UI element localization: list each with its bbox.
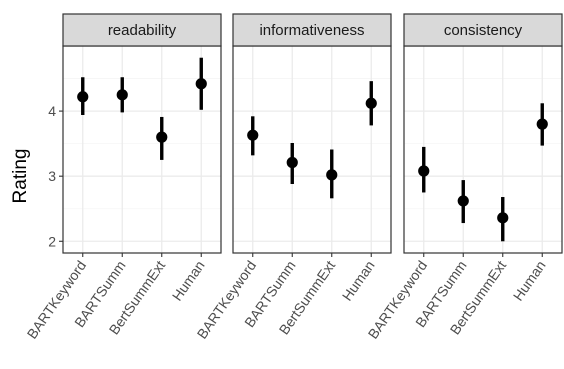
strip-label: consistency bbox=[444, 22, 523, 39]
point-BertSummExt bbox=[497, 212, 509, 224]
strip-background bbox=[232, 13, 392, 47]
point-BARTSumm bbox=[457, 195, 469, 207]
x-tick-label-Human: Human bbox=[169, 258, 208, 304]
strip-label: readability bbox=[108, 22, 177, 39]
y-axis-ticks: 2 3 4 bbox=[48, 103, 63, 249]
strip-label: informativeness bbox=[259, 22, 364, 39]
point-Human bbox=[365, 97, 377, 109]
y-tick-label: 3 bbox=[48, 168, 56, 184]
panel-informativeness: informativenessBARTKeywordBARTSummBertSu… bbox=[194, 13, 392, 342]
point-Human bbox=[536, 118, 548, 130]
y-tick-label: 2 bbox=[48, 233, 56, 249]
strip-background bbox=[62, 13, 222, 47]
point-BARTKeyword bbox=[418, 165, 430, 177]
panels-layer: readabilityBARTKeywordBARTSummBertSummEx… bbox=[24, 13, 563, 342]
strip-background bbox=[403, 13, 563, 47]
point-BertSummExt bbox=[326, 169, 338, 181]
point-BARTKeyword bbox=[77, 91, 89, 103]
y-axis-title: Rating bbox=[10, 149, 31, 204]
panel-background bbox=[404, 46, 562, 253]
point-BertSummExt bbox=[156, 131, 168, 143]
panel-background bbox=[63, 46, 221, 253]
point-BARTSumm bbox=[286, 156, 298, 169]
point-BARTKeyword bbox=[247, 129, 259, 141]
x-tick-label-Human: Human bbox=[339, 258, 378, 304]
x-tick-label-BARTKeyword: BARTKeyword bbox=[24, 258, 90, 342]
x-tick-label-Human: Human bbox=[510, 258, 549, 304]
point-BARTSumm bbox=[116, 89, 128, 101]
panel-consistency: consistencyBARTKeywordBARTSummBertSummEx… bbox=[365, 13, 563, 342]
y-tick-label: 4 bbox=[48, 103, 56, 119]
point-Human bbox=[195, 78, 207, 90]
panel-background bbox=[233, 46, 391, 253]
